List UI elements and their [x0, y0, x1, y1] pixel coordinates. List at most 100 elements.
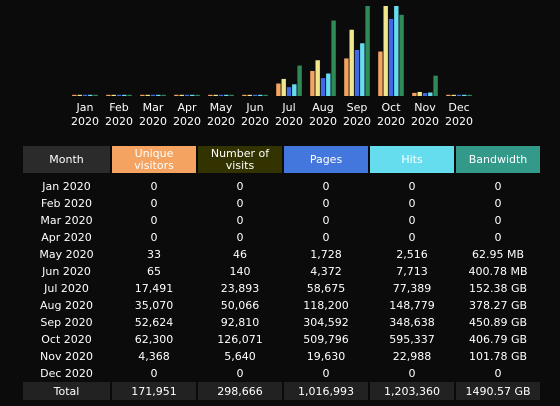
- bar-pages-may: [218, 94, 224, 96]
- bar-pages-mar: [150, 94, 156, 96]
- row-bandwidth: 101.78 GB: [468, 350, 528, 363]
- row-hits: 2,516: [396, 248, 428, 261]
- row-hits: 0: [408, 180, 416, 193]
- x-tick-month: Jun: [245, 101, 263, 114]
- row-visits: 5,640: [224, 350, 256, 363]
- table-row: Sep 2020 52,624 92,810 304,592 348,638 450.89…: [23, 314, 540, 331]
- bar-unique-visitors-oct: [378, 51, 383, 96]
- row-pages: 118,200: [303, 299, 349, 312]
- table-header-row: Month Unique visitors Number of visits P…: [23, 146, 540, 173]
- bar-bandwidth-feb: [127, 94, 132, 96]
- row-month: Aug 2020: [40, 299, 93, 312]
- bar-visits-sep: [349, 29, 354, 97]
- row-hits: 0: [408, 231, 416, 244]
- x-tick-month: Dec: [448, 101, 469, 114]
- bar-unique-visitors-jul: [276, 83, 281, 96]
- row-month: Sep 2020: [40, 316, 93, 329]
- row-visits: 126,071: [217, 333, 263, 346]
- row-month: Dec 2020: [40, 367, 93, 380]
- row-visits: 140: [229, 265, 251, 278]
- row-visits: 50,066: [220, 299, 260, 312]
- bar-bandwidth-jul: [297, 65, 302, 96]
- bar-bandwidth-dec: [467, 94, 472, 96]
- row-unique-visitors: 0: [150, 180, 158, 193]
- row-bandwidth: 62.95 MB: [471, 248, 525, 261]
- bar-bandwidth-mar: [161, 94, 166, 96]
- bar-hits-mar: [156, 94, 161, 96]
- bar-pages-nov: [422, 93, 428, 96]
- x-tick-month: Jan: [76, 101, 94, 114]
- row-hits: 77,389: [392, 282, 432, 295]
- bar-hits-jun: [258, 94, 263, 96]
- x-tick-year: 2020: [207, 115, 235, 128]
- row-month: Mar 2020: [40, 214, 93, 227]
- row-visits: 0: [236, 180, 244, 193]
- row-month: May 2020: [39, 248, 94, 261]
- row-unique-visitors: 17,491: [134, 282, 174, 295]
- table-row: Apr 2020 0 0 0 0 0: [23, 229, 540, 246]
- total-row: Total 171,951 298,666 1,016,993 1,203,36…: [23, 382, 540, 400]
- row-pages: 509,796: [303, 333, 349, 346]
- bar-visits-feb: [111, 94, 116, 96]
- header-hits: Hits: [370, 146, 454, 173]
- row-month: Jun 2020: [42, 265, 91, 278]
- bar-unique-visitors-mar: [140, 94, 145, 96]
- row-bandwidth: 0: [494, 231, 502, 244]
- header-number-of-visits: Number of visits: [198, 146, 282, 173]
- bar-visits-apr: [179, 94, 184, 96]
- row-month: Nov 2020: [40, 350, 93, 363]
- bar-hits-may: [224, 94, 229, 96]
- bar-visits-may: [213, 94, 218, 96]
- row-visits: 0: [236, 197, 244, 210]
- table-row: Nov 2020 4,368 5,640 19,630 22,988 101.78 GB: [23, 348, 540, 365]
- bar-unique-visitors-feb: [106, 94, 111, 96]
- bar-visits-oct: [383, 6, 388, 96]
- x-tick-month: Feb: [109, 101, 128, 114]
- bar-pages-sep: [354, 49, 360, 96]
- header-unique-visitors: Unique visitors: [112, 146, 196, 173]
- row-hits: 22,988: [392, 350, 432, 363]
- row-pages: 0: [322, 180, 330, 193]
- table-row: Mar 2020 0 0 0 0 0: [23, 212, 540, 229]
- x-tick-year: 2020: [343, 115, 371, 128]
- total-unique-visitors: 171,951: [112, 382, 196, 400]
- row-pages: 4,372: [310, 265, 342, 278]
- bar-pages-apr: [184, 94, 190, 96]
- bar-unique-visitors-apr: [174, 94, 179, 96]
- bar-bandwidth-may: [229, 94, 234, 96]
- bar-visits-mar: [145, 94, 150, 96]
- x-tick-month: Apr: [177, 101, 197, 114]
- x-tick-month: Nov: [414, 101, 436, 114]
- row-pages: 19,630: [306, 350, 346, 363]
- bar-hits-nov: [428, 92, 433, 96]
- bar-visits-jun: [247, 94, 252, 96]
- row-unique-visitors: 65: [147, 265, 161, 278]
- table-row: May 2020 33 46 1,728 2,516 62.95 MB: [23, 246, 540, 263]
- row-unique-visitors: 0: [150, 214, 158, 227]
- bar-unique-visitors-jan: [72, 94, 77, 96]
- row-hits: 0: [408, 197, 416, 210]
- row-month: Jul 2020: [44, 282, 89, 295]
- bar-pages-feb: [116, 94, 122, 96]
- row-bandwidth: 400.78 MB: [468, 265, 528, 278]
- bar-visits-jan: [77, 94, 82, 96]
- row-unique-visitors: 62,300: [134, 333, 174, 346]
- row-month: Jan 2020: [42, 180, 91, 193]
- row-month: Apr 2020: [41, 231, 92, 244]
- bar-unique-visitors-may: [208, 94, 213, 96]
- monthly-history-chart: Jan2020Feb2020Mar2020Apr2020May2020Jun20…: [71, 6, 473, 128]
- row-visits: 0: [236, 214, 244, 227]
- bar-unique-visitors-aug: [310, 70, 315, 96]
- row-visits: 0: [236, 231, 244, 244]
- row-pages: 58,675: [306, 282, 346, 295]
- row-hits: 348,638: [389, 316, 435, 329]
- total-hits: 1,203,360: [370, 382, 454, 400]
- x-tick-year: 2020: [377, 115, 405, 128]
- bar-bandwidth-apr: [195, 94, 200, 96]
- x-tick-year: 2020: [241, 115, 269, 128]
- header-pages: Pages: [284, 146, 368, 173]
- bar-unique-visitors-dec: [446, 94, 451, 96]
- x-tick-year: 2020: [173, 115, 201, 128]
- row-pages: 0: [322, 214, 330, 227]
- row-bandwidth: 152.38 GB: [468, 282, 528, 295]
